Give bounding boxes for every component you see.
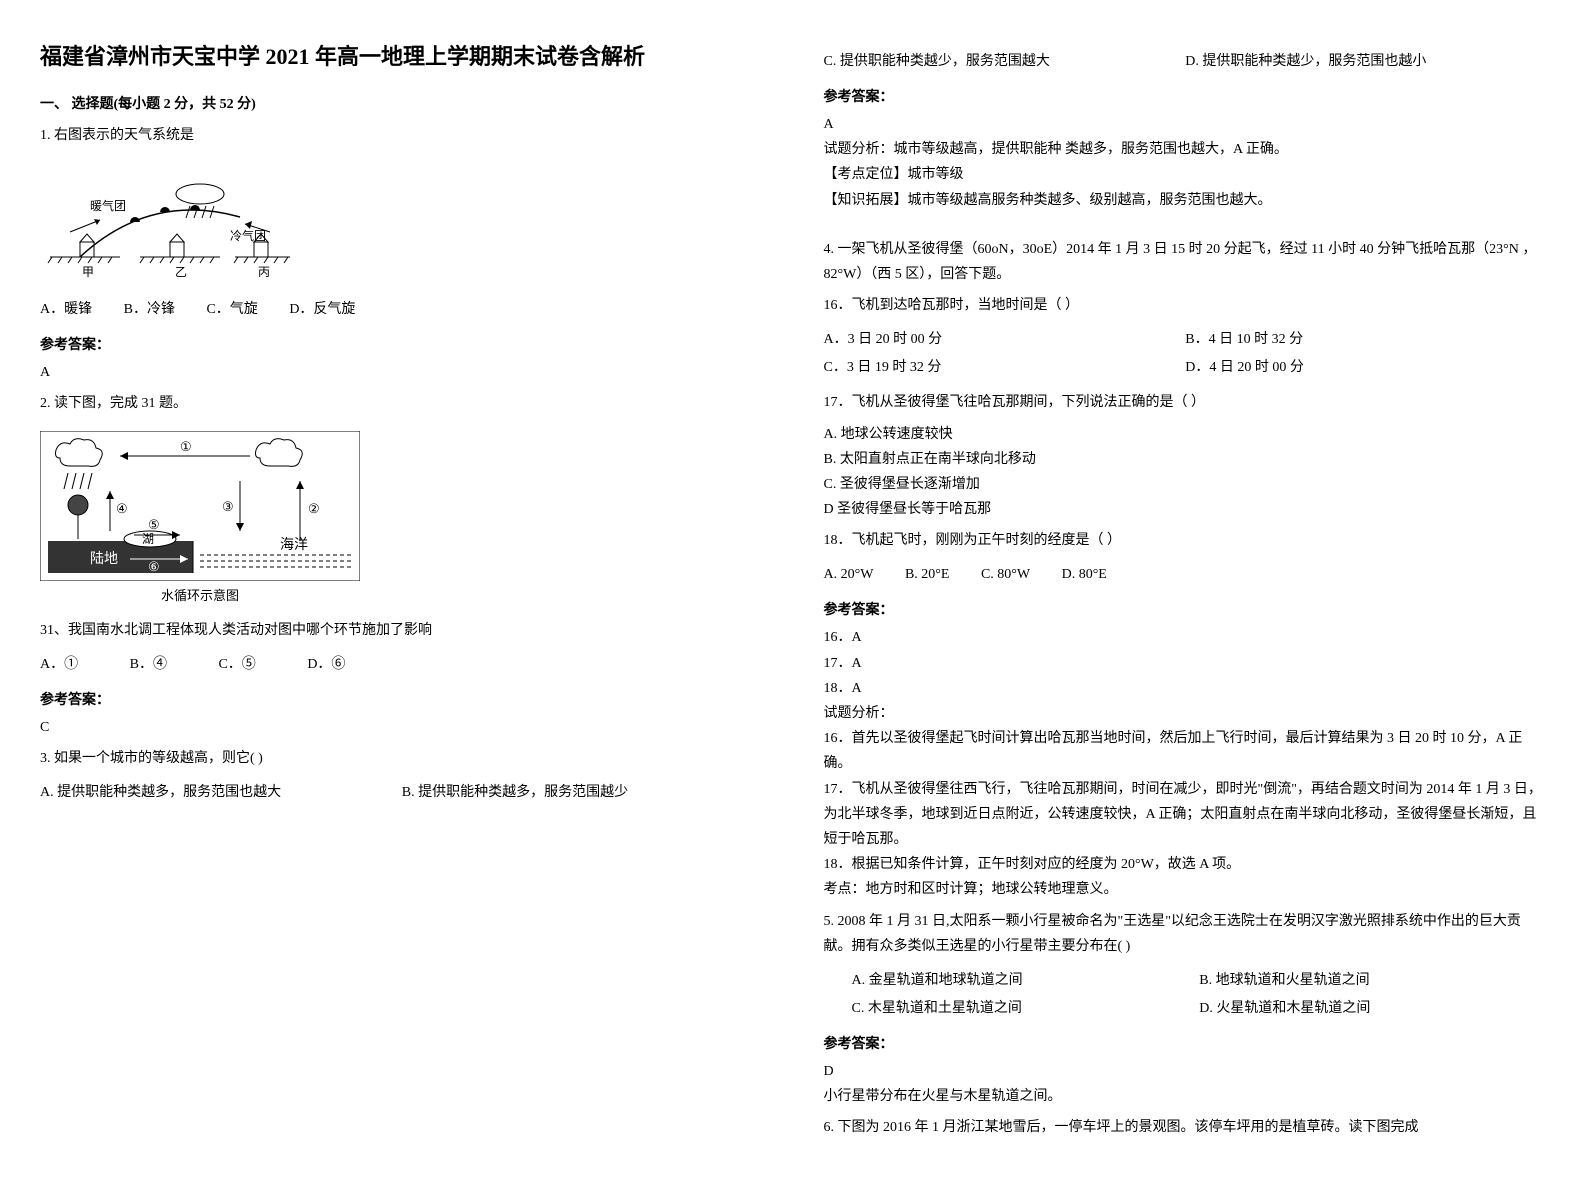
q5-opt-d: D. 火星轨道和木星轨道之间 [1199,995,1547,1023]
q5-opt-c: C. 木星轨道和土星轨道之间 [852,995,1200,1023]
q4-17-d: D 圣彼得堡昼长等于哈瓦那 [824,497,1548,522]
q4-16-c: C．3 日 19 时 32 分 [824,354,1186,382]
q5-opt-b: B. 地球轨道和火星轨道之间 [1199,967,1547,995]
q4-ans-1: 17．A [824,651,1548,676]
q4-ans-4: 16．首先以圣彼得堡起飞时间计算出哈瓦那当地时间，然后加上飞行时间，最后计算结果… [824,726,1548,776]
q4-16-b: B．4 日 10 时 32 分 [1185,326,1547,354]
q4-sub18: 18．飞机起飞时，刚刚为正午时刻的经度是（ ） [824,528,1548,553]
q2-figure: 陆地 湖 海洋 ① [40,431,764,604]
q1-stem: 1. 右图表示的天气系统是 [40,123,764,148]
exam-title: 福建省漳州市天宝中学 2021 年高一地理上学期期末试卷含解析 [40,40,764,73]
q4-18-c: C. 80°W [981,567,1030,582]
q5-opt-a: A. 金星轨道和地球轨道之间 [852,967,1200,995]
q3-ans-line-0: A [824,112,1548,137]
label-lake: 湖 [142,531,154,546]
q5-stem: 5. 2008 年 1 月 31 日,太阳系一颗小行星被命名为"王选星"以纪念王… [824,909,1548,959]
q1-figure: 暖气团 冷气团 甲 乙 丙 [40,162,764,282]
q2-opt-b: B．④ [130,657,167,672]
q4-18-b: B. 20°E [905,567,950,582]
right-column: C. 提供职能种类越少，服务范围越大 D. 提供职能种类越少，服务范围也越小 参… [824,40,1548,1146]
q3-opt-a: A. 提供职能种类越多，服务范围也越大 [40,779,402,807]
q4-ans-5: 17．飞机从圣彼得堡往西飞行，飞往哈瓦那期间，时间在减少，即时光"倒流"，再结合… [824,777,1548,853]
weather-system-diagram: 暖气团 冷气团 甲 乙 丙 [40,162,300,282]
q1-opt-a: A．暖锋 [40,302,92,317]
label-n6: ⑥ [148,559,160,574]
q4-answer-head: 参考答案： [824,599,1548,619]
q5-ans-1: 小行星带分布在火星与木星轨道之间。 [824,1084,1548,1109]
section1-head: 一、 选择题(每小题 2 分，共 52 分) [40,93,764,113]
q3-ans-line-1: 试题分析：城市等级越高，提供职能种 类越多，服务范围也越大，A 正确。 [824,137,1548,162]
q1-answer: A [40,360,764,385]
q1-opt-d: D．反气旋 [289,302,355,317]
q1-answer-head: 参考答案： [40,334,764,354]
q4-opts18: A. 20°W B. 20°E C. 80°W D. 80°E [824,561,1548,589]
water-cycle-diagram: 陆地 湖 海洋 ① [40,431,360,581]
q4-stem: 4. 一架飞机从圣彼得堡（60oN，30oE）2014 年 1 月 3 日 15… [824,237,1548,287]
q1-opt-c: C．气旋 [206,302,257,317]
q3-options-cd: C. 提供职能种类越少，服务范围越大 D. 提供职能种类越少，服务范围也越小 [824,48,1548,76]
q3-ans-line-2: 【考点定位】城市等级 [824,162,1548,187]
q4-17-b: B. 太阳直射点正在南半球向北移动 [824,447,1548,472]
q4-sub16: 16．飞机到达哈瓦那时，当地时间是（ ） [824,293,1548,318]
q1-options: A．暖锋 B．冷锋 C．气旋 D．反气旋 [40,296,764,324]
label-n5: ⑤ [148,517,160,532]
q4-18-a: A. 20°W [824,567,874,582]
label-yi: 乙 [175,265,187,279]
q3-opt-b: B. 提供职能种类越多，服务范围越少 [402,779,764,807]
spacer [824,213,1548,231]
q4-17-a: A. 地球公转速度较快 [824,422,1548,447]
q2-opt-a: A．① [40,657,78,672]
q5-options: A. 金星轨道和地球轨道之间 B. 地球轨道和火星轨道之间 C. 木星轨道和土星… [824,967,1548,1023]
q5-answer-head: 参考答案： [824,1033,1548,1053]
label-bing: 丙 [258,265,270,279]
q4-16-d: D．4 日 20 时 00 分 [1185,354,1547,382]
q4-sub17: 17．飞机从圣彼得堡飞往哈瓦那期间，下列说法正确的是（ ） [824,390,1548,415]
label-jia: 甲 [82,265,94,279]
q1-opt-b: B．冷锋 [124,302,175,317]
q2-sub: 31、我国南水北调工程体现人类活动对图中哪个环节施加了影响 [40,618,764,643]
q6-stem: 6. 下图为 2016 年 1 月浙江某地雪后，一停车坪上的景观图。该停车坪用的… [824,1115,1548,1140]
q2-opt-d: D．⑥ [307,657,345,672]
q4-18-d: D. 80°E [1062,567,1107,582]
q2-answer-head: 参考答案： [40,689,764,709]
q3-answer-head: 参考答案： [824,86,1548,106]
label-warm-air: 暖气团 [90,198,126,213]
q3-options-ab: A. 提供职能种类越多，服务范围也越大 B. 提供职能种类越多，服务范围越少 [40,779,764,807]
q4-ans-7: 考点：地方时和区时计算；地球公转地理意义。 [824,877,1548,902]
label-n2: ② [308,501,320,516]
label-cold-air: 冷气团 [230,228,266,243]
q2-answer: C [40,715,764,740]
q3-answer: A 试题分析：城市等级越高，提供职能种 类越多，服务范围也越大，A 正确。 【考… [824,112,1548,213]
left-column: 福建省漳州市天宝中学 2021 年高一地理上学期期末试卷含解析 一、 选择题(每… [40,40,764,1146]
q4-16-a: A．3 日 20 时 00 分 [824,326,1186,354]
q5-answer: D 小行星带分布在火星与木星轨道之间。 [824,1059,1548,1109]
exam-page: 福建省漳州市天宝中学 2021 年高一地理上学期期末试卷含解析 一、 选择题(每… [40,40,1547,1146]
q3-ans-line-3: 【知识拓展】城市等级越高服务种类越多、级别越高，服务范围也越大。 [824,188,1548,213]
q2-figure-caption: 水循环示意图 [40,585,360,604]
q4-ans-0: 16．A [824,625,1548,650]
q3-opt-c: C. 提供职能种类越少，服务范围越大 [824,48,1186,76]
q4-ans-6: 18．根据已知条件计算，正午时刻对应的经度为 20°W，故选 A 项。 [824,852,1548,877]
label-n4: ④ [116,501,128,516]
q4-ans-2: 18．A [824,676,1548,701]
q2-options: A．① B．④ C．⑤ D．⑥ [40,651,764,679]
q4-ans-3: 试题分析： [824,701,1548,726]
label-sea: 海洋 [280,537,308,553]
q3-stem: 3. 如果一个城市的等级越高，则它( ) [40,746,764,771]
q4-opts17: A. 地球公转速度较快 B. 太阳直射点正在南半球向北移动 C. 圣彼得堡昼长逐… [824,422,1548,523]
label-n3: ③ [222,499,234,514]
label-land: 陆地 [90,551,118,567]
q3-opt-d: D. 提供职能种类越少，服务范围也越小 [1185,48,1547,76]
q4-17-c: C. 圣彼得堡昼长逐渐增加 [824,472,1548,497]
q5-ans-0: D [824,1059,1548,1084]
q4-answer: 16．A 17．A 18．A 试题分析： 16．首先以圣彼得堡起飞时间计算出哈瓦… [824,625,1548,902]
q2-opt-c: C．⑤ [218,657,255,672]
q4-opts16: A．3 日 20 时 00 分 B．4 日 10 时 32 分 C．3 日 19… [824,326,1548,382]
q2-stem: 2. 读下图，完成 31 题。 [40,391,764,416]
label-n1: ① [180,439,192,454]
